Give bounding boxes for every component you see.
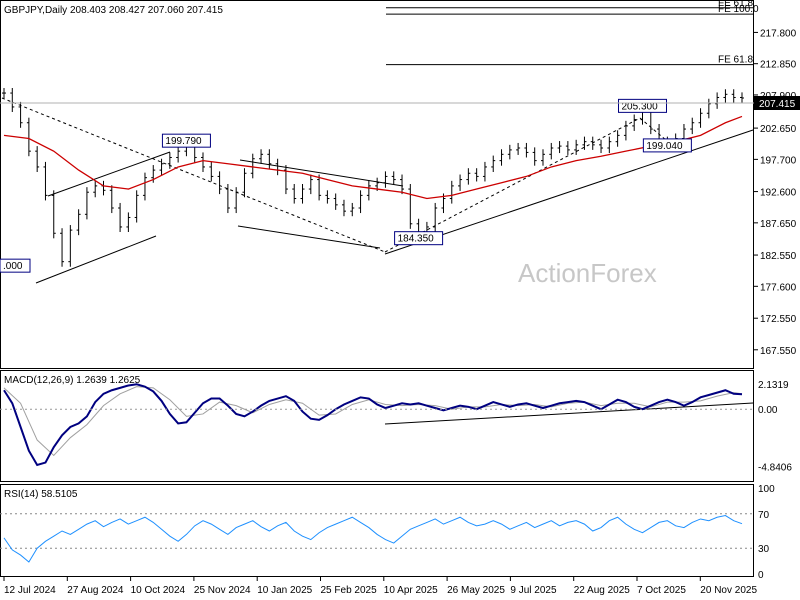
price-label-box bbox=[642, 138, 692, 153]
price-label: .000 bbox=[3, 261, 23, 272]
price-label: 205.300 bbox=[621, 101, 658, 112]
price-panel-frame bbox=[0, 0, 754, 369]
current-price-badge bbox=[754, 96, 800, 110]
price-tick-label: 177.600 bbox=[760, 282, 797, 293]
date-tick-label: 20 Nov 2025 bbox=[700, 585, 757, 596]
price-label: 199.040 bbox=[646, 141, 683, 152]
price-labels: 199.790 184.350 205.300 199.040 .000 bbox=[0, 98, 692, 273]
macd-trendline bbox=[384, 402, 754, 425]
price-label-box bbox=[0, 258, 31, 273]
price-tick-label: 182.550 bbox=[760, 251, 797, 262]
macd-panel-frame bbox=[0, 370, 754, 482]
date-tick-label: 10 Jan 2025 bbox=[257, 585, 312, 596]
rsi-tick-label: 0 bbox=[758, 570, 764, 581]
price-tick-label: 187.650 bbox=[760, 219, 797, 230]
flag-upper-line bbox=[239, 159, 404, 187]
price-label: 199.790 bbox=[165, 136, 202, 147]
moving-average bbox=[3, 115, 743, 200]
macd-line bbox=[3, 383, 743, 467]
rsi-panel-frame bbox=[0, 484, 754, 577]
macd-tick-label: -4.8406 bbox=[758, 463, 792, 474]
macd-tick-label: 2.1319 bbox=[758, 380, 789, 391]
dashed-projection-1 bbox=[1, 97, 386, 253]
rsi-title: RSI(14) 58.5105 bbox=[4, 489, 78, 500]
date-tick-label: 7 Oct 2025 bbox=[637, 585, 686, 596]
watermark: ActionForex bbox=[518, 258, 657, 288]
macd-tick-label: 0.00 bbox=[758, 405, 778, 416]
price-tick-label: 172.550 bbox=[760, 314, 797, 325]
fib-label: FE 61.8 bbox=[718, 55, 753, 66]
current-price-value: 207.415 bbox=[759, 99, 796, 110]
dashed-projection-2 bbox=[384, 117, 641, 253]
date-tick-label: 22 Aug 2025 bbox=[574, 585, 631, 596]
channel-upper-line bbox=[47, 151, 171, 197]
macd-series: 2.1319 0.00 -4.8406 bbox=[0, 380, 792, 474]
date-tick-label: 12 Jul 2024 bbox=[4, 585, 56, 596]
price-axis: 217.800212.850207.900202.650197.700192.6… bbox=[754, 28, 797, 357]
macd-signal-line bbox=[3, 386, 743, 457]
date-tick-label: 25 Nov 2024 bbox=[194, 585, 251, 596]
channel-lower-line bbox=[35, 235, 157, 284]
price-tick-label: 202.650 bbox=[760, 124, 797, 135]
rsi-series: 100 70 30 0 bbox=[0, 484, 775, 581]
date-axis: 12 Jul 2024 27 Aug 2024 10 Oct 2024 25 Nov … bbox=[3, 577, 757, 596]
date-tick-label: 10 Apr 2025 bbox=[384, 585, 438, 596]
fib-lines: FE 61.8FE 100.0FE 61.8 bbox=[386, 0, 759, 66]
date-tick-label: 9 Jul 2025 bbox=[510, 585, 557, 596]
moving-average-line bbox=[3, 115, 743, 200]
rsi-tick-label: 30 bbox=[758, 544, 770, 555]
symbol-header: GBPJPY,Daily 208.403 208.427 207.060 207… bbox=[4, 5, 223, 16]
price-tick-label: 192.600 bbox=[760, 188, 797, 199]
price-tick-label: 167.550 bbox=[760, 346, 797, 357]
price-label-box bbox=[394, 231, 444, 246]
price-label-box bbox=[161, 133, 211, 148]
date-tick-label: 27 Aug 2024 bbox=[67, 585, 124, 596]
price-tick-label: 217.800 bbox=[760, 28, 797, 39]
fib-label: FE 100.0 bbox=[718, 4, 759, 15]
macd-title: MACD(12,26,9) 1.2639 1.2625 bbox=[4, 375, 141, 386]
fib-label: FE 61.8 bbox=[718, 0, 753, 9]
date-tick-label: 26 May 2025 bbox=[447, 585, 505, 596]
rsi-tick-label: 100 bbox=[758, 484, 775, 495]
price-tick-label: 212.850 bbox=[760, 60, 797, 71]
price-tick-label: 197.700 bbox=[760, 155, 797, 166]
date-tick-label: 10 Oct 2024 bbox=[131, 585, 186, 596]
price-label: 184.350 bbox=[398, 234, 435, 245]
date-tick-label: 25 Feb 2025 bbox=[321, 585, 378, 596]
flag-lower-line bbox=[237, 225, 381, 249]
price-series bbox=[2, 88, 744, 267]
rsi-tick-label: 70 bbox=[758, 510, 770, 521]
rsi-line bbox=[3, 514, 743, 563]
